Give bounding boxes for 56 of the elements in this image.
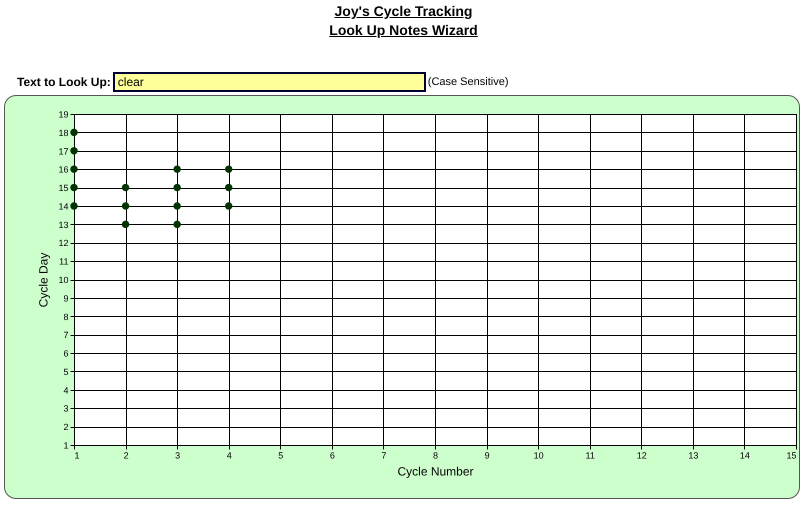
- x-tick-label: 9: [484, 450, 490, 460]
- point: [70, 147, 78, 154]
- point: [173, 184, 181, 192]
- y-tick-label: 11: [59, 256, 68, 267]
- x-tick-label: 2: [124, 450, 129, 460]
- point: [122, 202, 130, 210]
- x-tick-label: 4: [226, 450, 232, 460]
- text: Text to Look Up:: [17, 75, 111, 89]
- y-tick-label: 8: [63, 312, 68, 322]
- x-tick-label: 8: [432, 450, 438, 460]
- y-tick-label: 12: [58, 238, 68, 248]
- text-field: clear: [112, 72, 426, 92]
- x-tick-label: 15: [786, 450, 796, 460]
- chart-subtitle: Look Up Notes Wizard: [328, 21, 479, 40]
- point: [70, 128, 78, 136]
- x-tick-label: 10: [534, 450, 544, 460]
- y-tick-label: 7: [63, 330, 68, 340]
- y-tick-label: 16: [58, 164, 68, 175]
- y-tick-label: 2: [63, 422, 68, 432]
- x-tick-label: 11: [586, 450, 595, 460]
- y-tick-label: 1: [63, 440, 68, 450]
- point: [122, 220, 130, 228]
- y-tick-label: 17: [58, 146, 68, 156]
- point: [173, 165, 181, 173]
- y-tick-label: 13: [58, 220, 68, 230]
- x-tick-label: 5: [278, 450, 284, 460]
- point: [225, 202, 232, 210]
- point: [225, 165, 232, 173]
- y-tick-label: 3: [63, 404, 68, 414]
- point: [70, 184, 78, 192]
- y-tick-label: 15: [58, 183, 68, 194]
- x-axis-title: Cycle Number: [397, 464, 474, 478]
- y-tick-label: 5: [63, 366, 68, 377]
- y-tick-label: 18: [58, 128, 68, 138]
- point: [70, 202, 78, 210]
- point: [122, 184, 130, 192]
- x-tick-label: 7: [381, 450, 386, 460]
- y-tick-label: 19: [58, 110, 68, 120]
- x-tick-label: 14: [740, 450, 750, 460]
- y-tick-label: 4: [63, 385, 68, 396]
- y-tick-label: 10: [58, 275, 68, 285]
- x-tick-label: 3: [175, 450, 180, 460]
- x-tick-label: 12: [636, 450, 647, 460]
- x-tick-label: 1: [74, 450, 80, 460]
- point: [70, 165, 78, 173]
- text: (Case Sensitive): [428, 76, 508, 88]
- chart-title: Joy's Cycle Tracking: [334, 2, 474, 21]
- x-tick-label: 13: [688, 450, 698, 460]
- y-axis-title: Cycle Day: [36, 252, 50, 308]
- point: [225, 184, 232, 192]
- y-tick-label: 9: [63, 293, 68, 304]
- y-tick-label: 14: [58, 201, 68, 212]
- x-tick-label: 6: [330, 450, 335, 460]
- y-tick-label: 6: [63, 348, 68, 359]
- point: [173, 202, 181, 210]
- point: [173, 220, 181, 228]
